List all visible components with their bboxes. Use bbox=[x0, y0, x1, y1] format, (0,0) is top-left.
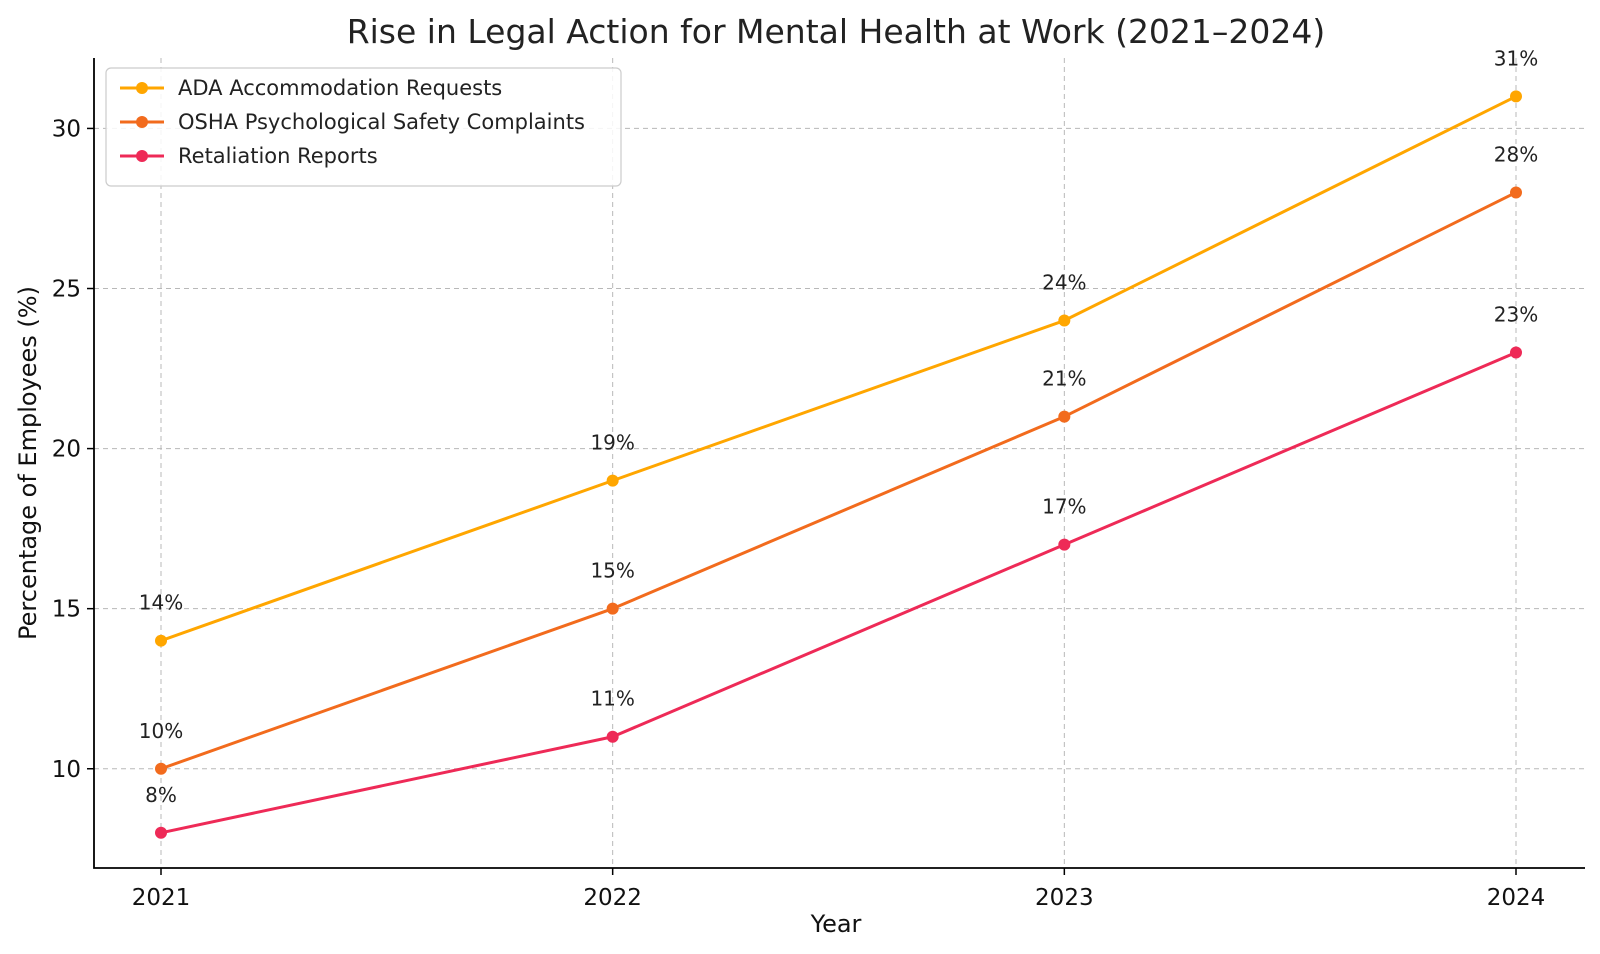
y-tick-label: 15 bbox=[52, 597, 81, 623]
data-label: 14% bbox=[139, 591, 183, 615]
x-tick-label: 2021 bbox=[132, 885, 191, 911]
y-tick-label: 20 bbox=[52, 437, 81, 463]
y-tick-label: 25 bbox=[52, 277, 81, 303]
data-point bbox=[606, 602, 619, 615]
axis-spines bbox=[93, 58, 1585, 869]
y-axis-label: Percentage of Employees (%) bbox=[14, 286, 42, 640]
y-tick-label: 10 bbox=[52, 757, 81, 783]
legend-marker bbox=[136, 150, 148, 162]
series-line bbox=[160, 95, 1517, 643]
legend-label: ADA Accommodation Requests bbox=[178, 76, 502, 100]
data-point bbox=[606, 730, 619, 743]
series-line bbox=[160, 351, 1517, 835]
data-label: 8% bbox=[145, 783, 177, 807]
data-point bbox=[1510, 346, 1522, 359]
data-label: 19% bbox=[590, 431, 634, 455]
data-point bbox=[1058, 538, 1071, 551]
x-tick-label: 2023 bbox=[1035, 885, 1094, 911]
x-tick-label: 2024 bbox=[1487, 885, 1546, 911]
data-point bbox=[155, 634, 167, 647]
data-label: 31% bbox=[1494, 46, 1538, 70]
series-line bbox=[160, 191, 1517, 771]
data-label: 28% bbox=[1494, 142, 1538, 166]
legend-label: Retaliation Reports bbox=[178, 144, 378, 168]
data-label: 21% bbox=[1042, 367, 1086, 391]
data-point bbox=[1058, 314, 1071, 327]
data-label: 23% bbox=[1494, 303, 1538, 327]
data-label: 15% bbox=[590, 559, 634, 583]
data-label: 10% bbox=[139, 719, 183, 743]
legend-marker bbox=[136, 82, 148, 94]
chart-title: Rise in Legal Action for Mental Health a… bbox=[347, 12, 1326, 51]
series-layer bbox=[155, 90, 1522, 839]
data-point bbox=[606, 474, 619, 487]
legend-label: OSHA Psychological Safety Complaints bbox=[178, 110, 585, 134]
data-point bbox=[155, 762, 167, 775]
y-tick-label: 30 bbox=[52, 116, 81, 142]
legend-marker bbox=[136, 116, 148, 128]
data-label: 24% bbox=[1042, 271, 1086, 295]
x-axis-label: Year bbox=[810, 910, 862, 938]
x-tick-label: 2022 bbox=[583, 885, 642, 911]
data-point bbox=[1510, 90, 1522, 103]
legend: ADA Accommodation Requests OSHA Psycholog… bbox=[105, 67, 622, 187]
data-labels: 14% 19% 24% 31% 10% 15% 21% 28% 8% 11% 17% 23% bbox=[139, 46, 1538, 806]
data-point bbox=[1058, 410, 1071, 423]
data-label: 17% bbox=[1042, 495, 1086, 519]
data-point bbox=[155, 826, 167, 839]
legend-box bbox=[105, 67, 622, 187]
axes: 2021 2022 2023 2024 10 15 20 25 30 bbox=[52, 58, 1585, 911]
data-label: 11% bbox=[590, 687, 634, 711]
data-point bbox=[1510, 186, 1522, 199]
